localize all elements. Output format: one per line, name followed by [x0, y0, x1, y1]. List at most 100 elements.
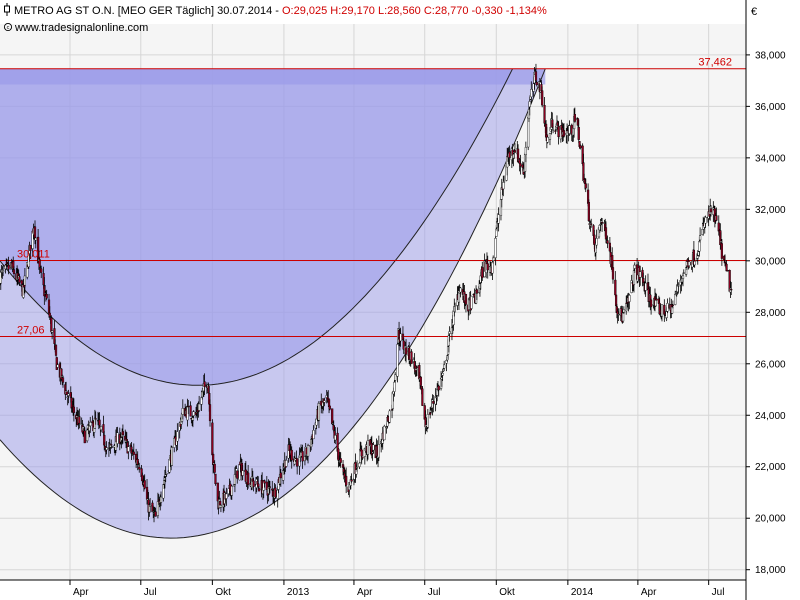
candle-body — [247, 472, 250, 485]
candle-body — [72, 406, 75, 413]
source-text: www.tradesignalonline.com — [14, 22, 148, 34]
candle-body — [546, 137, 549, 143]
candle-body — [527, 117, 530, 148]
level-labels: 37,462 30,011 27,06 — [17, 57, 732, 337]
candle-body — [562, 130, 566, 137]
candle-body — [306, 445, 310, 457]
candle-body — [709, 208, 713, 213]
candle-body — [132, 451, 135, 455]
candle-body — [38, 259, 41, 268]
candle-body — [143, 480, 146, 489]
candle-body — [671, 306, 674, 314]
candle-body — [499, 199, 503, 216]
candle-body — [715, 215, 718, 221]
x-tick-label: Okt — [499, 587, 515, 598]
candle-body — [377, 444, 380, 458]
candle-body — [573, 114, 576, 122]
candle-body — [18, 276, 21, 283]
candle-body — [639, 271, 642, 278]
candle-body — [453, 305, 457, 307]
candle-body — [604, 227, 608, 240]
candle-body — [60, 368, 63, 380]
svg-text:c: c — [7, 25, 10, 31]
candle-body — [632, 270, 636, 285]
candle-body — [360, 449, 363, 457]
candle-body — [337, 448, 340, 461]
candle-body — [628, 295, 631, 302]
y-tick-label: 22,000 — [755, 462, 786, 473]
candle-body — [65, 391, 68, 396]
candle-body — [497, 214, 500, 224]
candle-body — [208, 393, 211, 405]
candle-body — [674, 294, 677, 305]
copyright-icon: c — [3, 22, 13, 31]
candle-body — [98, 419, 101, 426]
x-axis: Apr Jul Okt 2013 Apr Jul Okt 2014 Apr Jul — [69, 580, 724, 598]
candle-body — [502, 181, 506, 183]
x-tick-label: Jul — [144, 587, 157, 598]
x-tick-label: Jul — [428, 587, 441, 598]
candle-body — [345, 475, 348, 486]
candle-body — [89, 422, 92, 427]
candle-body — [78, 416, 81, 424]
arc-overlay — [0, 68, 546, 539]
candle-body — [595, 238, 598, 246]
candle-body — [110, 446, 114, 448]
y-tick-label: 28,000 — [755, 308, 786, 319]
candle-body — [688, 261, 691, 266]
candle-body — [83, 430, 86, 444]
candle-body — [568, 125, 571, 134]
candle-body — [191, 417, 195, 421]
candle-body — [614, 279, 617, 296]
candle-body — [421, 388, 424, 406]
candle-body — [593, 234, 596, 245]
candle-body — [457, 290, 461, 303]
candle-body — [720, 243, 723, 259]
candle-body — [494, 237, 497, 258]
candle-body — [141, 474, 144, 482]
candle-body — [257, 483, 260, 487]
candle-body — [535, 82, 538, 86]
candle-body — [268, 486, 272, 488]
candle-body — [12, 261, 15, 269]
candle-body — [334, 435, 337, 441]
candle-body — [176, 431, 179, 442]
candle-body — [475, 289, 478, 294]
candle-body — [557, 126, 560, 138]
candle-body — [633, 264, 636, 269]
candle-body — [495, 228, 498, 237]
level-lines — [0, 68, 746, 337]
candle-body — [282, 470, 285, 481]
candle-body — [127, 446, 130, 452]
candle-body — [671, 304, 674, 306]
candle-body — [29, 244, 32, 251]
candle-body — [327, 399, 331, 408]
candle-body — [212, 453, 215, 465]
candle-body — [355, 467, 359, 469]
candle-body — [513, 150, 517, 153]
candle-body — [492, 257, 495, 261]
candle-body — [116, 432, 119, 444]
candle-body — [419, 376, 422, 386]
candle-body — [383, 426, 386, 441]
candle-body — [94, 418, 97, 420]
candle-body — [481, 267, 484, 279]
candle-body — [577, 126, 580, 140]
candle-body — [554, 130, 557, 132]
candle-body — [317, 403, 321, 421]
candle-body — [443, 364, 446, 369]
candle-body — [236, 470, 239, 479]
candle-body — [543, 105, 546, 124]
candle-body — [45, 294, 48, 299]
candle-body — [214, 473, 217, 484]
candle-body — [53, 328, 56, 344]
currency-label: € — [751, 6, 757, 18]
candle-body — [415, 366, 419, 368]
candle-body — [448, 331, 451, 334]
candle-body — [296, 458, 299, 467]
candle-body — [252, 480, 255, 487]
candle-body — [355, 469, 358, 475]
candle-body — [257, 488, 261, 492]
candle-body — [26, 262, 29, 278]
candle-body — [401, 333, 405, 341]
